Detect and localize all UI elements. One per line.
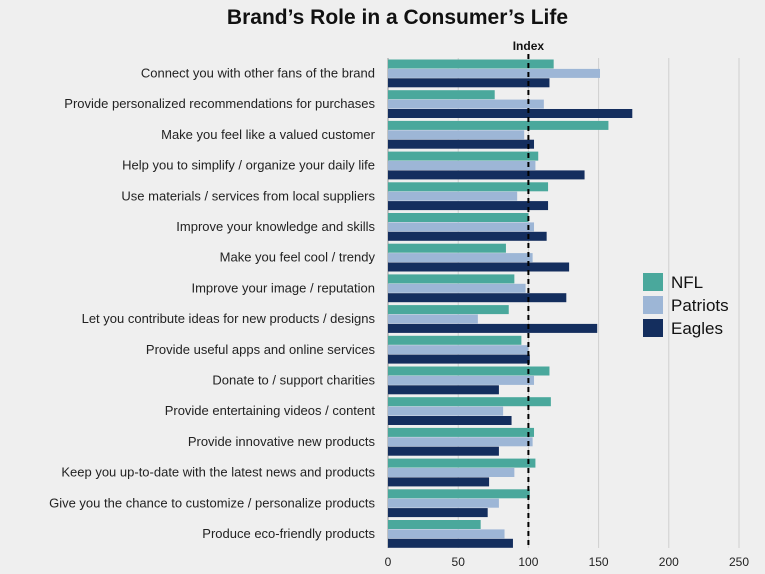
chart-title: Brand’s Role in a Consumer’s Life — [226, 6, 569, 29]
category-label: Keep you up-to-date with the latest news… — [61, 465, 375, 480]
bar-eagles-connect-you-with-other-fans-of-the-brand — [388, 78, 550, 88]
bar-eagles-produce-eco-friendly-products — [388, 538, 513, 548]
bar-nfl-give-you-the-chance-to-customize-personalize-products — [388, 489, 530, 499]
bar-eagles-donate-to-support-charities — [388, 385, 499, 395]
legend-swatch-patriots — [643, 296, 663, 314]
bar-patriots-make-you-feel-cool-trendy — [388, 253, 533, 263]
legend-label-eagles: Eagles — [671, 319, 723, 338]
category-labels: Connect you with other fans of the brand… — [49, 66, 376, 542]
bar-eagles-keep-you-up-to-date-with-the-latest-news-and-products — [388, 477, 490, 487]
bar-patriots-make-you-feel-like-a-valued-customer — [388, 130, 525, 140]
bar-eagles-use-materials-services-from-local-suppliers — [388, 201, 549, 211]
bar-nfl-produce-eco-friendly-products — [388, 520, 481, 529]
bar-nfl-donate-to-support-charities — [388, 366, 550, 376]
bar-eagles-improve-your-image-reputation — [388, 293, 567, 303]
bar-nfl-let-you-contribute-ideas-for-new-products-designs — [388, 305, 509, 315]
bar-nfl-provide-entertaining-videos-content — [388, 397, 551, 407]
bar-patriots-help-you-to-simplify-organize-your-daily-life — [388, 161, 536, 170]
bar-nfl-provide-useful-apps-and-online-services — [388, 335, 522, 345]
bar-patriots-give-you-the-chance-to-customize-personalize-products — [388, 498, 499, 508]
category-label: Make you feel like a valued customer — [161, 127, 376, 142]
x-tick-label: 150 — [589, 555, 609, 569]
legend-swatch-eagles — [643, 319, 663, 337]
x-tick-label: 0 — [385, 555, 392, 569]
bar-patriots-provide-personalized-recommendations-for-purchases — [388, 99, 544, 109]
bar-patriots-keep-you-up-to-date-with-the-latest-news-and-products — [388, 468, 515, 477]
bar-patriots-improve-your-knowledge-and-skills — [388, 222, 535, 232]
index-label: Index — [513, 39, 545, 53]
category-label: Connect you with other fans of the brand — [141, 66, 375, 81]
legend-label-patriots: Patriots — [671, 296, 729, 315]
bar-patriots-connect-you-with-other-fans-of-the-brand — [388, 68, 601, 78]
bar-nfl-make-you-feel-cool-trendy — [388, 243, 506, 253]
category-label: Provide personalized recommendations for… — [64, 96, 375, 111]
bar-patriots-provide-entertaining-videos-content — [388, 406, 504, 416]
category-label: Provide useful apps and online services — [146, 342, 376, 357]
bar-nfl-keep-you-up-to-date-with-the-latest-news-and-products — [388, 458, 536, 468]
bar-nfl-improve-your-knowledge-and-skills — [388, 213, 529, 222]
bar-nfl-provide-innovative-new-products — [388, 427, 535, 437]
category-label: Provide innovative new products — [188, 434, 376, 449]
category-label: Help you to simplify / organize your dai… — [122, 158, 375, 173]
bar-nfl-use-materials-services-from-local-suppliers — [388, 182, 549, 192]
x-tick-label: 50 — [452, 555, 466, 569]
legend-swatch-nfl — [643, 273, 663, 291]
legend-label-nfl: NFL — [671, 273, 703, 292]
bar-eagles-give-you-the-chance-to-customize-personalize-products — [388, 508, 488, 518]
bar-patriots-provide-innovative-new-products — [388, 437, 533, 447]
category-label: Improve your knowledge and skills — [176, 219, 375, 234]
x-axis-ticks: 0 50 100 150 200 250 — [385, 555, 750, 569]
bar-eagles-provide-useful-apps-and-online-services — [388, 354, 530, 364]
x-tick-label: 100 — [518, 555, 538, 569]
bar-eagles-make-you-feel-cool-trendy — [388, 262, 570, 272]
category-label: Make you feel cool / trendy — [220, 250, 376, 265]
bar-patriots-use-materials-services-from-local-suppliers — [388, 191, 518, 201]
bar-eagles-provide-innovative-new-products — [388, 446, 499, 456]
bar-eagles-make-you-feel-like-a-valued-customer — [388, 139, 535, 149]
index-reference: Index — [513, 39, 545, 548]
bar-eagles-provide-personalized-recommendations-for-purchases — [388, 109, 633, 118]
category-label: Provide entertaining videos / content — [165, 403, 376, 418]
category-label: Give you the chance to customize / perso… — [49, 495, 375, 510]
bar-patriots-improve-your-image-reputation — [388, 283, 526, 293]
bar-patriots-donate-to-support-charities — [388, 375, 535, 385]
category-label: Produce eco-friendly products — [202, 526, 375, 541]
legend: NFL Patriots Eagles — [643, 273, 729, 338]
bar-nfl-help-you-to-simplify-organize-your-daily-life — [388, 151, 539, 161]
x-tick-label: 250 — [729, 555, 749, 569]
bars — [388, 59, 633, 548]
bar-patriots-let-you-contribute-ideas-for-new-products-designs — [388, 314, 478, 324]
bar-eagles-let-you-contribute-ideas-for-new-products-designs — [388, 323, 598, 333]
bar-nfl-make-you-feel-like-a-valued-customer — [388, 120, 609, 130]
bar-nfl-improve-your-image-reputation — [388, 274, 515, 284]
category-label: Improve your image / reputation — [191, 280, 375, 295]
bar-patriots-provide-useful-apps-and-online-services — [388, 345, 529, 355]
bar-patriots-produce-eco-friendly-products — [388, 529, 505, 539]
category-label: Donate to / support charities — [212, 373, 375, 388]
bar-nfl-connect-you-with-other-fans-of-the-brand — [388, 59, 554, 69]
bar-eagles-help-you-to-simplify-organize-your-daily-life — [388, 170, 585, 180]
bar-eagles-provide-entertaining-videos-content — [388, 416, 512, 425]
category-label: Use materials / services from local supp… — [121, 188, 375, 203]
x-tick-label: 200 — [659, 555, 679, 569]
category-label: Let you contribute ideas for new product… — [82, 311, 376, 326]
bar-eagles-improve-your-knowledge-and-skills — [388, 231, 547, 241]
bar-nfl-provide-personalized-recommendations-for-purchases — [388, 90, 495, 100]
